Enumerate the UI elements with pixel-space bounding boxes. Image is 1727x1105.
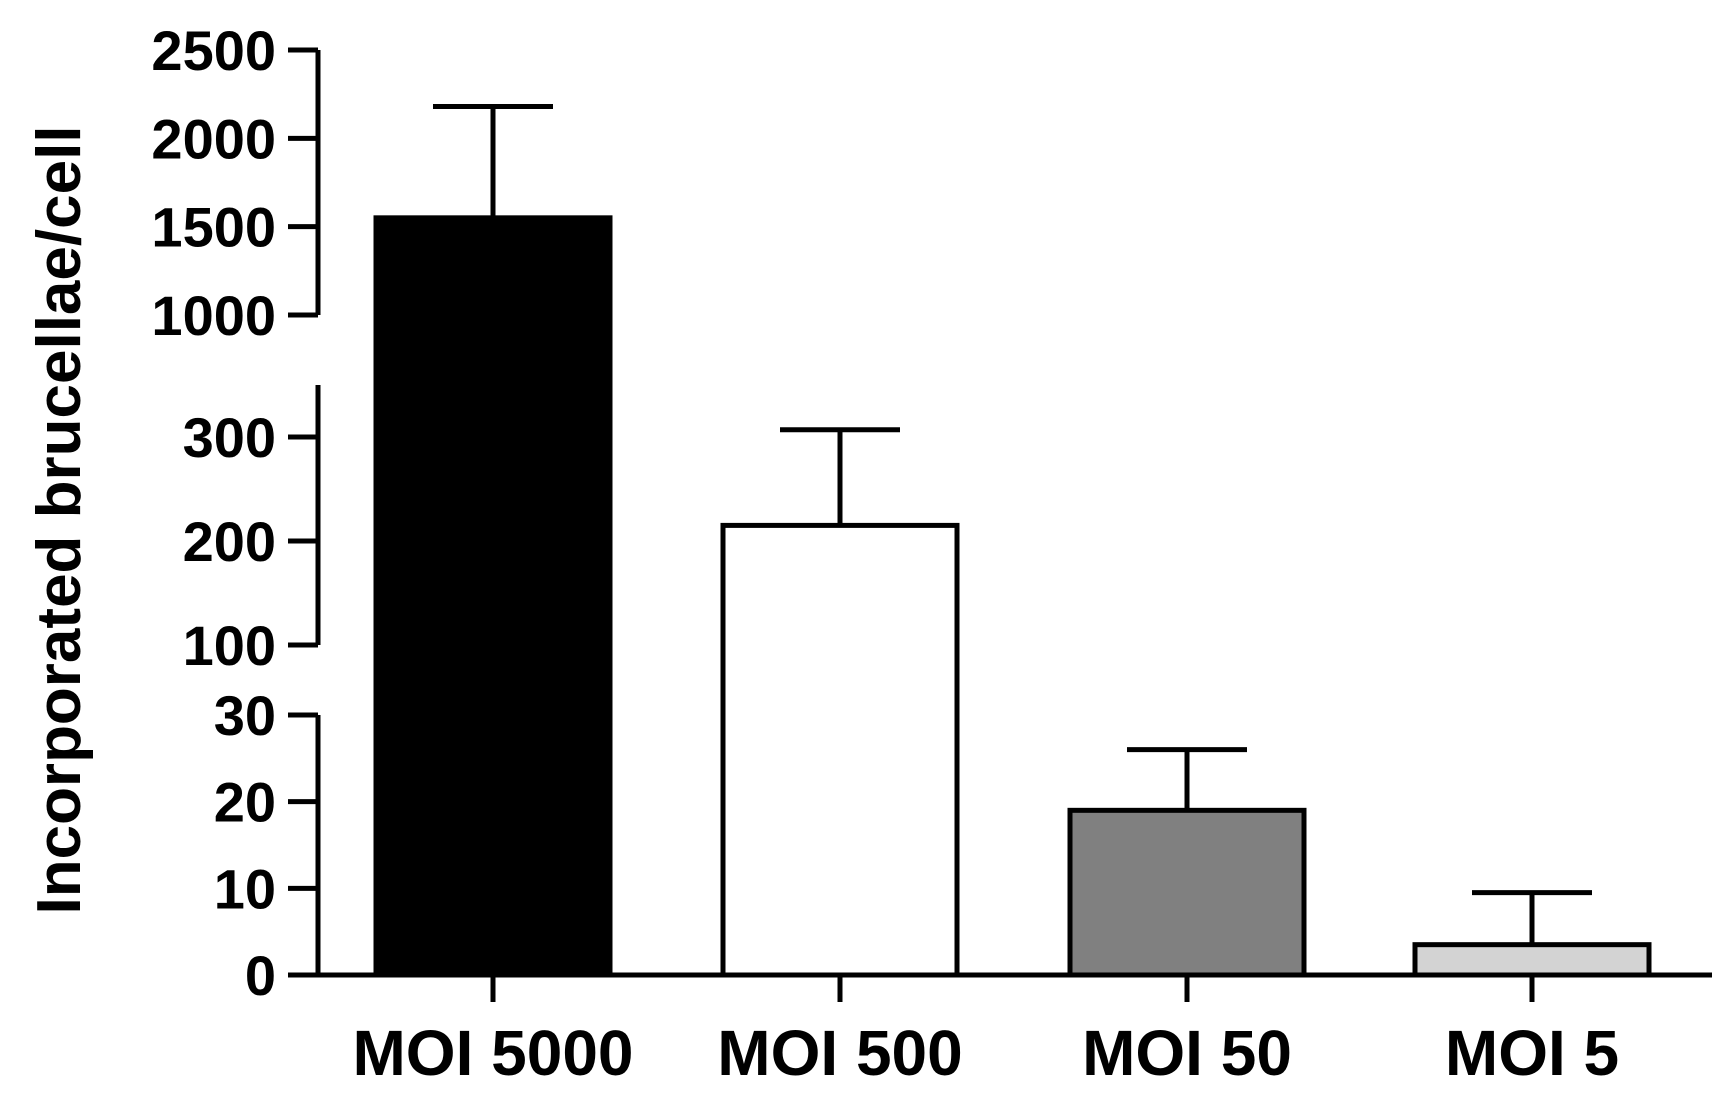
y-tick-label: 1000 bbox=[151, 284, 276, 347]
bar-moi-5 bbox=[1412, 942, 1652, 978]
bar-moi-500 bbox=[720, 522, 960, 978]
x-category-label: MOI 5 bbox=[1445, 1017, 1619, 1089]
labels-layer: 0 10 20 30 100 200 300 1000 1500 2000 2500 MOI 5000… bbox=[151, 19, 1619, 1089]
y-tick-label: 0 bbox=[245, 944, 276, 1007]
x-category-label: MOI 500 bbox=[717, 1017, 962, 1089]
y-tick-label: 2000 bbox=[151, 107, 276, 170]
x-category-label: MOI 50 bbox=[1082, 1017, 1292, 1089]
y-tick-label: 2500 bbox=[151, 19, 276, 82]
y-tick-label: 100 bbox=[183, 614, 276, 677]
y-tick-label: 10 bbox=[214, 857, 276, 920]
bar-moi-50 bbox=[1067, 807, 1307, 978]
y-tick-label: 300 bbox=[183, 406, 276, 469]
bar-moi-5000 bbox=[373, 215, 613, 978]
y-tick-label: 1500 bbox=[151, 196, 276, 259]
y-axis-title: Incorporated brucellae/cell bbox=[25, 125, 94, 914]
y-tick-label: 30 bbox=[214, 684, 276, 747]
x-category-label: MOI 5000 bbox=[352, 1017, 633, 1089]
bars-layer bbox=[373, 104, 1652, 978]
y-tick-label: 200 bbox=[183, 510, 276, 573]
y-tick-label: 20 bbox=[214, 771, 276, 834]
